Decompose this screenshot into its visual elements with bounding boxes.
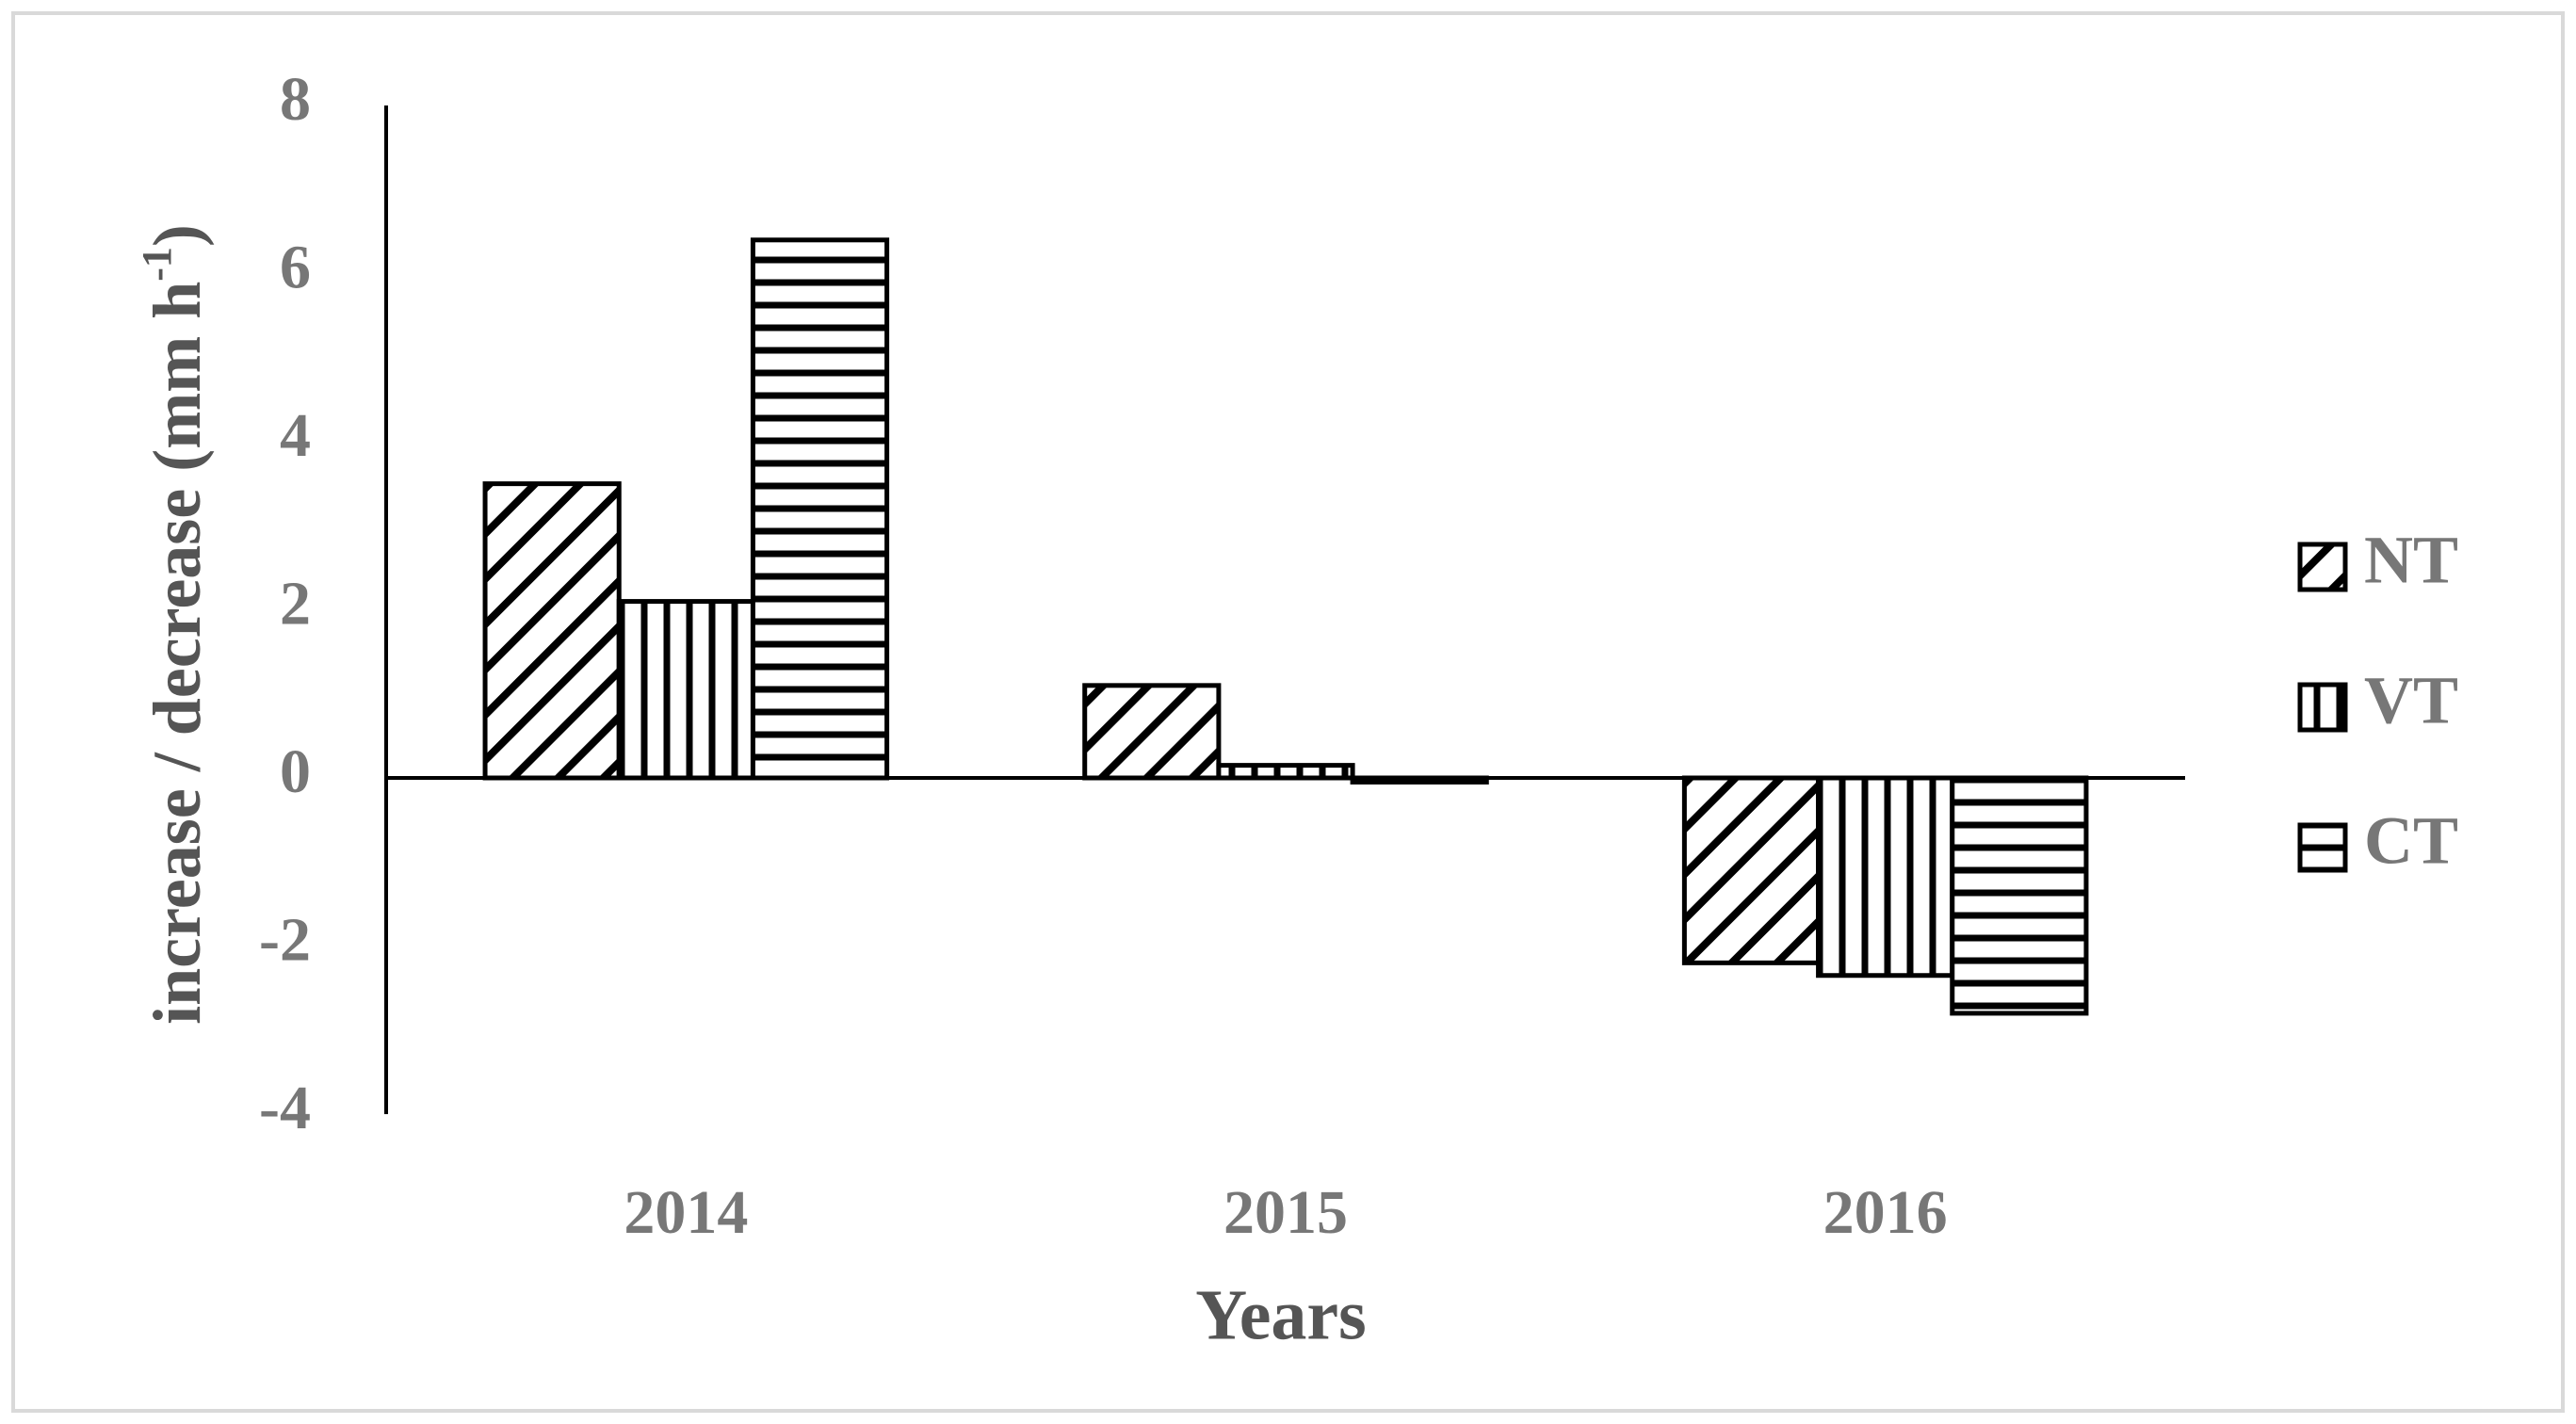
y-axis-title: increase / decrease (mm h-1) [134,224,214,1025]
frame [11,11,2565,1413]
legend-swatch [2297,542,2348,592]
x-tick-label: 2014 [624,1178,748,1247]
bar [1681,775,1822,965]
y-tick-label: 6 [280,234,311,302]
x-tick-label: 2015 [1223,1178,1348,1247]
legend-swatch [2297,822,2348,873]
y-axis-title-main: increase / decrease (mm h [139,282,215,1025]
x-tick-label: 2016 [1823,1178,1948,1247]
x-axis-title: Years [1195,1275,1367,1354]
legend-label: NT [2364,523,2458,598]
legend-swatch [2297,682,2348,733]
y-tick-label: 0 [280,737,311,806]
y-tick-label: 4 [280,401,311,470]
bar [616,599,755,781]
bar [1950,775,2089,1016]
bar [750,237,890,781]
legend-label: CT [2364,803,2458,879]
y-tick-label: 8 [280,65,311,134]
bar [1082,683,1222,781]
y-tick-label: -4 [259,1074,311,1142]
bar [1816,775,1955,979]
bar [1216,763,1355,781]
y-axis-title-end: ) [139,224,215,247]
legend-label: VT [2364,663,2458,738]
y-tick-label: 2 [280,570,311,639]
bar [482,481,622,781]
y-tick-label: -2 [259,906,311,975]
y-axis-title-sup: -1 [134,247,180,282]
